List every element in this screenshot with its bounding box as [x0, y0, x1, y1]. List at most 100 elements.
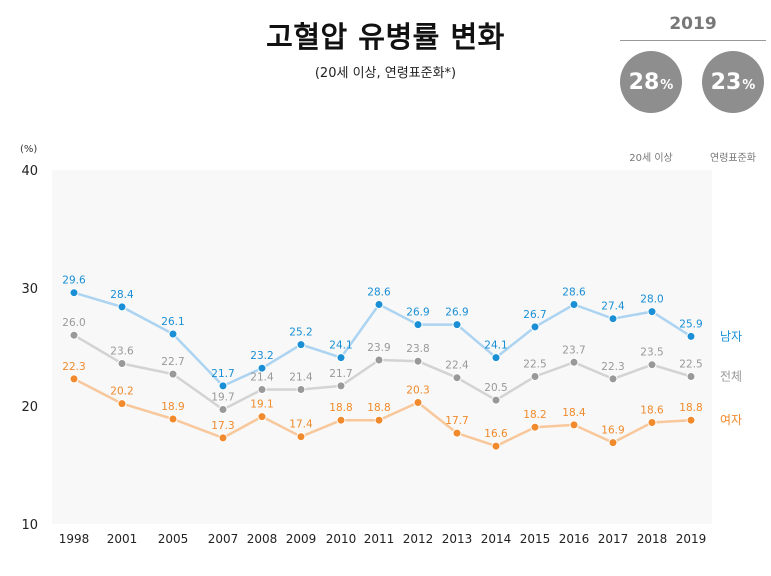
data-label: 18.8 — [367, 402, 390, 414]
data-label: 23.5 — [640, 347, 663, 359]
data-point — [296, 385, 306, 394]
data-label: 22.7 — [161, 356, 184, 368]
data-label: 21.4 — [250, 372, 274, 384]
x-tick-label: 2015 — [520, 532, 551, 546]
data-label: 28.4 — [110, 289, 134, 301]
series-line-2 — [73, 377, 692, 448]
x-tick-label: 2008 — [247, 532, 278, 546]
chart-subtitle: (20세 이상, 연령표준화*) — [314, 66, 457, 81]
data-point — [69, 288, 79, 298]
data-point — [218, 381, 228, 391]
x-tick-label: 2016 — [559, 532, 590, 546]
data-label: 28.0 — [640, 294, 663, 306]
data-label: 26.1 — [161, 316, 184, 328]
standardized-rate-unit: % — [742, 77, 756, 93]
y-tick-label: 20 — [21, 400, 38, 415]
data-point — [686, 372, 696, 381]
data-point — [69, 330, 79, 340]
x-tick-label: 2007 — [208, 532, 239, 546]
data-label: 23.9 — [367, 342, 390, 354]
data-point — [608, 438, 618, 448]
data-label: 26.0 — [62, 317, 85, 329]
data-label: 27.4 — [601, 301, 625, 313]
data-point — [296, 340, 306, 350]
data-label: 17.4 — [289, 419, 313, 431]
data-label: 20.5 — [484, 382, 507, 394]
series-line-1 — [73, 334, 692, 411]
data-label: 17.3 — [211, 420, 234, 432]
data-label: 18.9 — [161, 401, 184, 413]
data-label: 18.8 — [679, 402, 702, 414]
data-label: 24.1 — [484, 340, 507, 352]
data-point — [336, 353, 346, 363]
data-label: 21.7 — [329, 368, 352, 380]
data-label: 19.7 — [211, 392, 234, 404]
data-point — [413, 320, 423, 330]
data-label: 22.4 — [445, 360, 469, 372]
data-label: 23.8 — [406, 343, 429, 355]
data-point — [413, 398, 423, 407]
data-point — [647, 307, 657, 317]
data-point — [117, 399, 127, 409]
data-point — [374, 415, 384, 425]
data-label: 18.8 — [329, 402, 352, 414]
data-point — [218, 433, 228, 443]
data-point — [374, 300, 384, 309]
standardized-rate-value: 23 — [710, 69, 742, 95]
data-point — [413, 356, 423, 366]
summary-year: 2019 — [620, 14, 766, 41]
data-point — [686, 415, 696, 425]
data-label: 28.6 — [562, 287, 586, 299]
data-label: 26.9 — [406, 307, 429, 319]
data-label: 25.9 — [679, 318, 702, 330]
data-point — [168, 329, 178, 339]
data-point — [336, 415, 346, 425]
data-point — [608, 314, 618, 324]
data-point — [257, 412, 267, 422]
data-point — [168, 369, 178, 379]
standardized-rate-badge: 23% — [702, 51, 764, 113]
data-point — [336, 381, 346, 391]
data-point — [296, 432, 306, 442]
x-tick-label: 2013 — [442, 532, 473, 546]
data-label: 22.5 — [523, 359, 546, 371]
data-point — [647, 360, 657, 370]
data-point — [686, 331, 696, 341]
data-point — [608, 374, 618, 384]
x-tick-label: 2018 — [637, 532, 668, 546]
series-label-0: 남자 — [720, 329, 742, 343]
data-label: 26.7 — [523, 309, 546, 321]
data-point — [257, 363, 267, 373]
data-label: 18.6 — [640, 405, 664, 417]
data-label: 28.6 — [367, 287, 391, 299]
data-point — [257, 385, 267, 394]
y-tick-label: 30 — [21, 282, 38, 297]
data-point — [117, 359, 127, 368]
data-label: 21.7 — [211, 368, 234, 380]
chart-title: 고혈압 유병률 변화 — [266, 20, 505, 54]
data-point — [530, 322, 540, 332]
adult-rate-value: 28 — [628, 69, 660, 95]
data-point — [168, 414, 178, 424]
data-point — [374, 355, 384, 365]
data-point — [491, 441, 501, 451]
data-label: 21.4 — [289, 372, 313, 384]
data-point — [491, 395, 501, 405]
data-point — [452, 428, 462, 438]
y-axis-unit: (%) — [20, 144, 37, 155]
x-tick-label: 1998 — [59, 532, 90, 546]
x-tick-label: 2019 — [676, 532, 707, 546]
data-point — [569, 420, 579, 430]
data-label: 22.3 — [62, 361, 85, 373]
data-point — [117, 302, 127, 312]
data-label: 22.5 — [679, 359, 702, 371]
series-label-1: 전체 — [720, 370, 742, 384]
data-label: 17.7 — [445, 415, 468, 427]
x-tick-label: 2014 — [481, 532, 512, 546]
data-point — [218, 405, 228, 414]
adult-rate-unit: % — [660, 77, 674, 93]
data-label: 18.2 — [523, 409, 546, 421]
x-tick-label: 2001 — [107, 532, 138, 546]
x-tick-label: 2012 — [403, 532, 434, 546]
